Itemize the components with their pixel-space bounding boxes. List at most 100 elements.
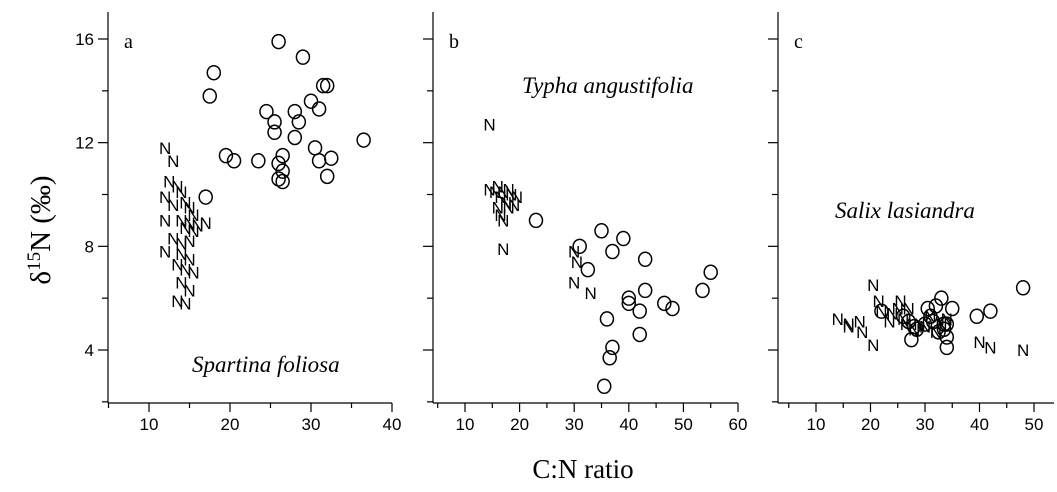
data-point-n: N [175, 235, 187, 254]
data-point-n: N [886, 305, 898, 324]
data-point-circle [599, 311, 615, 327]
data-point-circle [275, 147, 290, 164]
data-point-n: N [167, 152, 179, 171]
x-tick-label: 30 [302, 415, 321, 434]
data-point-circle [198, 189, 213, 205]
data-point-circle [602, 350, 617, 366]
data-point-circle [303, 93, 319, 109]
data-point-n: N [503, 180, 515, 199]
data-point-n: N [497, 211, 509, 230]
data-point-circle [528, 212, 544, 229]
data-point-circle [291, 114, 307, 130]
data-point-circle [287, 103, 303, 120]
data-point-n: N [483, 116, 495, 135]
data-point-circle [605, 243, 620, 260]
data-point-circle [319, 77, 335, 94]
x-tick-label: 30 [916, 415, 935, 434]
data-point-circle [909, 321, 925, 338]
data-point-circle [939, 329, 955, 345]
data-point-n: N [511, 188, 523, 207]
data-point-n: N [867, 336, 879, 355]
data-point-n: N [179, 294, 191, 313]
data-point-circle [934, 290, 949, 306]
data-point-n: N [171, 178, 183, 197]
data-point-circle [259, 103, 274, 120]
data-point-n: N [505, 186, 517, 205]
data-point-n: N [167, 196, 179, 215]
data-point-circle [657, 295, 672, 312]
data-point-circle [226, 153, 242, 169]
data-point-circle [307, 140, 323, 156]
data-point-n: N [200, 214, 212, 233]
data-point-circle [637, 251, 653, 268]
data-point-n: N [984, 338, 996, 357]
data-point-circle [315, 77, 331, 94]
data-point-n: N [159, 188, 171, 207]
data-point-circle [218, 147, 234, 164]
data-point-n: N [179, 261, 191, 280]
data-point-circle [251, 153, 266, 169]
data-point-circle [632, 303, 647, 319]
data-point-circle [287, 129, 303, 146]
data-point-n: N [492, 178, 504, 197]
data-point-n: N [503, 198, 515, 217]
species-label: Salix lasiandra [835, 198, 975, 223]
data-point-circle [621, 290, 637, 306]
data-point-circle [969, 308, 985, 325]
data-point-n: N [183, 198, 195, 217]
data-point-circle [895, 308, 911, 325]
data-point-n: N [179, 219, 191, 238]
data-point-circle [572, 238, 587, 255]
x-tick-label: 10 [140, 415, 159, 434]
data-point-n: N [903, 300, 915, 319]
data-point-n: N [187, 206, 199, 225]
data-point-n: N [571, 253, 583, 272]
data-point-circle [901, 313, 916, 330]
data-point-n: N [187, 263, 199, 282]
x-tick-label: 50 [674, 415, 693, 434]
data-point-circle [206, 64, 222, 81]
x-tick-label: 10 [456, 415, 475, 434]
data-point-circle [637, 282, 653, 299]
data-point-n: N [832, 310, 844, 329]
species-label: Spartina foliosa [192, 352, 340, 377]
data-point-circle [920, 300, 935, 317]
data-point-circle [271, 155, 286, 172]
data-point-n: N [568, 274, 580, 293]
data-point-circle [311, 153, 327, 169]
data-point-circle [324, 150, 339, 166]
data-point-n: N [867, 276, 879, 295]
data-point-n: N [1017, 341, 1029, 360]
data-point-circle [906, 318, 922, 335]
data-point-circle [939, 339, 955, 356]
data-point-n: N [892, 300, 904, 319]
data-point-n: N [187, 222, 199, 241]
data-point-circle [271, 171, 286, 187]
data-point-circle [271, 33, 286, 50]
panel-letter: a [124, 31, 133, 53]
data-point-n: N [175, 211, 187, 230]
y-tick-label: 8 [85, 237, 94, 256]
x-tick-label: 30 [565, 415, 584, 434]
x-tick-label: 20 [510, 415, 529, 434]
data-point-n: N [568, 243, 580, 262]
x-tick-label: 40 [970, 415, 989, 434]
data-point-circle [665, 300, 680, 317]
data-point-circle [621, 295, 637, 312]
data-point-circle [295, 49, 311, 65]
species-label: Typha angustifolia [522, 73, 693, 98]
data-point-circle [1015, 280, 1031, 296]
data-point-n: N [159, 139, 171, 158]
y-axis-label: δ15N (‰) [24, 175, 57, 284]
data-point-n: N [175, 245, 187, 264]
data-point-circle [874, 303, 889, 319]
data-point-n: N [856, 323, 868, 342]
data-point-n: N [894, 292, 906, 311]
data-point-circle [983, 303, 998, 319]
data-point-n: N [875, 302, 887, 321]
data-point-n: N [179, 193, 191, 212]
